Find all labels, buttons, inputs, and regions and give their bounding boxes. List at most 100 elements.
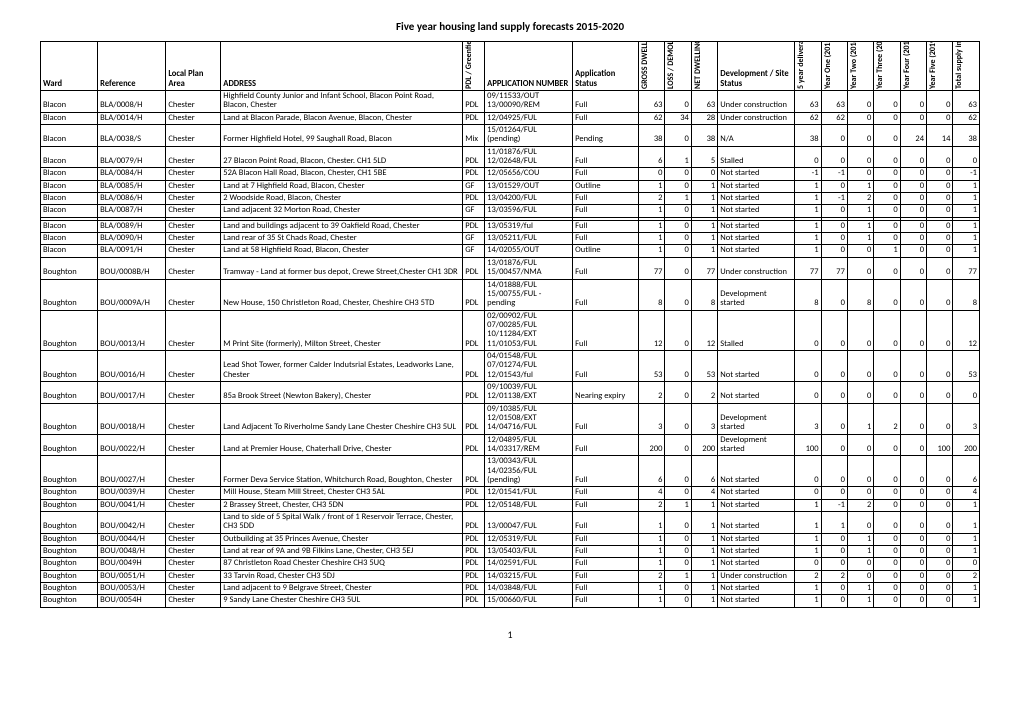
cell: 1: [953, 180, 980, 192]
cell: 0: [847, 125, 873, 147]
table-row: BoughtonBOU/0051/HChester33 Tarvin Road,…: [41, 570, 980, 582]
cell: 0: [927, 583, 953, 595]
cell: 0: [821, 180, 847, 192]
cell: 8: [691, 279, 717, 310]
cell: BLA/0089/H: [98, 220, 166, 232]
cell: Chester: [166, 180, 221, 192]
cell: Chester: [166, 456, 221, 487]
cell: Full: [573, 558, 639, 570]
cell: Not started: [718, 595, 795, 607]
cell: Not started: [718, 512, 795, 534]
cell: Boughton: [41, 546, 98, 558]
cell: Not started: [718, 558, 795, 570]
cell: BOU/0041/H: [98, 499, 166, 511]
cell: 0: [900, 546, 926, 558]
cell: Boughton: [41, 499, 98, 511]
cell: Mill House, Steam Mill Street, Chester C…: [221, 487, 463, 499]
cell: Full: [573, 456, 639, 487]
cell: PDL: [463, 112, 485, 124]
cell: Blacon: [41, 125, 98, 147]
cell: 0: [821, 403, 847, 434]
cell: 0: [927, 487, 953, 499]
cell: Full: [573, 546, 639, 558]
cell: 0: [847, 257, 873, 279]
cell: 0: [665, 487, 691, 499]
cell: Chester: [166, 403, 221, 434]
cell: 1: [953, 193, 980, 205]
cell: 1: [847, 233, 873, 245]
cell: 0: [821, 583, 847, 595]
cell: PDL: [463, 595, 485, 607]
cell: Chester: [166, 350, 221, 381]
cell: 0: [847, 512, 873, 534]
cell: Full: [573, 403, 639, 434]
cell: 0: [847, 570, 873, 582]
cell: 0: [927, 205, 953, 217]
cell: 0: [874, 112, 900, 124]
cell: 1: [847, 180, 873, 192]
cell: BOU/0013/H: [98, 310, 166, 350]
cell: 1: [953, 583, 980, 595]
cell: 38: [953, 125, 980, 147]
cell: -1: [953, 168, 980, 180]
cell: 28: [691, 112, 717, 124]
cell: 0: [874, 533, 900, 545]
cell: Land at 7 Highfield Road, Blacon, Cheste…: [221, 180, 463, 192]
cell: BLA/0085/H: [98, 180, 166, 192]
cell: PDL: [463, 456, 485, 487]
cell: 0: [900, 558, 926, 570]
cell: BOU/0027/H: [98, 456, 166, 487]
cell: Under construction: [718, 112, 795, 124]
table-row: BoughtonBOU/0013/HChesterM Print Site (f…: [41, 310, 980, 350]
cell: 0: [900, 257, 926, 279]
table-row: BlaconBLA/0091/HChesterLand at 58 Highfi…: [41, 245, 980, 257]
cell: 200: [691, 434, 717, 456]
cell: 9 Sandy Lane Chester Cheshire CH3 5UL: [221, 595, 463, 607]
table-row: BlaconBLA/0079/HChester27 Blacon Point R…: [41, 146, 980, 168]
cell: Land and buildings adjacent to 39 Oakfie…: [221, 220, 463, 232]
cell: 1: [795, 583, 821, 595]
cell: BOU/0044/H: [98, 533, 166, 545]
cell: Chester: [166, 220, 221, 232]
cell: BOU/0049H: [98, 558, 166, 570]
cell: Not started: [718, 220, 795, 232]
cell: 0: [900, 512, 926, 534]
cell: 0: [795, 487, 821, 499]
cell: 0: [821, 220, 847, 232]
cell: 0: [874, 233, 900, 245]
cell: 2: [821, 570, 847, 582]
cell: 0: [927, 499, 953, 511]
cell: 0: [874, 499, 900, 511]
cell: Not started: [718, 350, 795, 381]
table-row: BoughtonBOU/0048/HChesterLand at rear of…: [41, 546, 980, 558]
cell: 1: [953, 220, 980, 232]
cell: 0: [900, 193, 926, 205]
cell: BLA/0038/S: [98, 125, 166, 147]
cell: 3: [795, 403, 821, 434]
cell: Stalled: [718, 146, 795, 168]
cell: 0: [953, 381, 980, 403]
cell: PDL: [463, 146, 485, 168]
cell: 1: [665, 499, 691, 511]
cell: Not started: [718, 193, 795, 205]
cell: 0: [874, 193, 900, 205]
cell: Not started: [718, 233, 795, 245]
cell: 14/03848/FUL: [485, 583, 573, 595]
cell: BLA/0008/H: [98, 91, 166, 113]
cell: 77: [821, 257, 847, 279]
cell: 0: [821, 245, 847, 257]
col-header: GROSS DWELLINGS: [639, 42, 665, 91]
cell: 1: [795, 180, 821, 192]
col-header: Application Status: [573, 42, 639, 91]
cell: 1: [847, 533, 873, 545]
cell: 0: [821, 487, 847, 499]
cell: 1: [847, 205, 873, 217]
cell: 100: [795, 434, 821, 456]
cell: 0: [927, 558, 953, 570]
cell: 2 Woodside Road, Blacon, Chester: [221, 193, 463, 205]
cell: PDL: [463, 570, 485, 582]
cell: 1: [795, 533, 821, 545]
cell: 0: [821, 350, 847, 381]
cell: Blacon: [41, 193, 98, 205]
cell: 1: [821, 512, 847, 534]
